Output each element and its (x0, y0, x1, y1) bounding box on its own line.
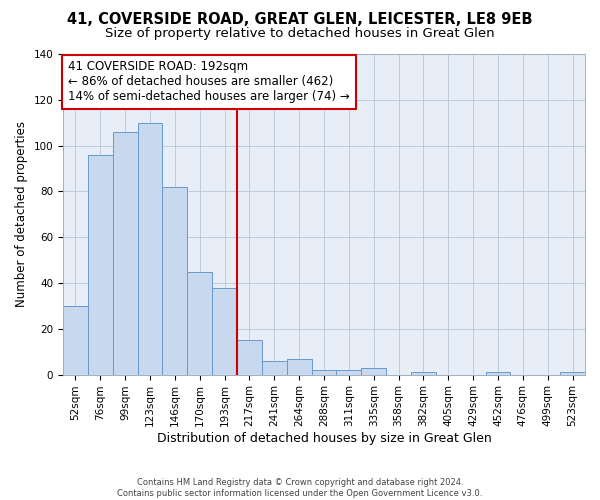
Text: 41 COVERSIDE ROAD: 192sqm
← 86% of detached houses are smaller (462)
14% of semi: 41 COVERSIDE ROAD: 192sqm ← 86% of detac… (68, 60, 350, 104)
Text: 41, COVERSIDE ROAD, GREAT GLEN, LEICESTER, LE8 9EB: 41, COVERSIDE ROAD, GREAT GLEN, LEICESTE… (67, 12, 533, 28)
Bar (287, 358, 311, 374)
Text: Size of property relative to detached houses in Great Glen: Size of property relative to detached ho… (105, 28, 495, 40)
Bar (212, 288, 237, 374)
Bar (88, 155, 113, 374)
X-axis label: Distribution of detached houses by size in Great Glen: Distribution of detached houses by size … (157, 432, 491, 445)
Bar (137, 122, 163, 374)
Bar (187, 272, 212, 374)
Bar (237, 340, 262, 374)
Bar (311, 370, 337, 374)
Bar (560, 372, 585, 374)
Bar (262, 361, 287, 374)
Bar (337, 370, 361, 374)
Bar (411, 372, 436, 374)
Bar (361, 368, 386, 374)
Text: Contains HM Land Registry data © Crown copyright and database right 2024.
Contai: Contains HM Land Registry data © Crown c… (118, 478, 482, 498)
Y-axis label: Number of detached properties: Number of detached properties (15, 122, 28, 308)
Bar (485, 372, 511, 374)
Bar (163, 187, 187, 374)
Bar (63, 306, 88, 374)
Bar (113, 132, 137, 374)
